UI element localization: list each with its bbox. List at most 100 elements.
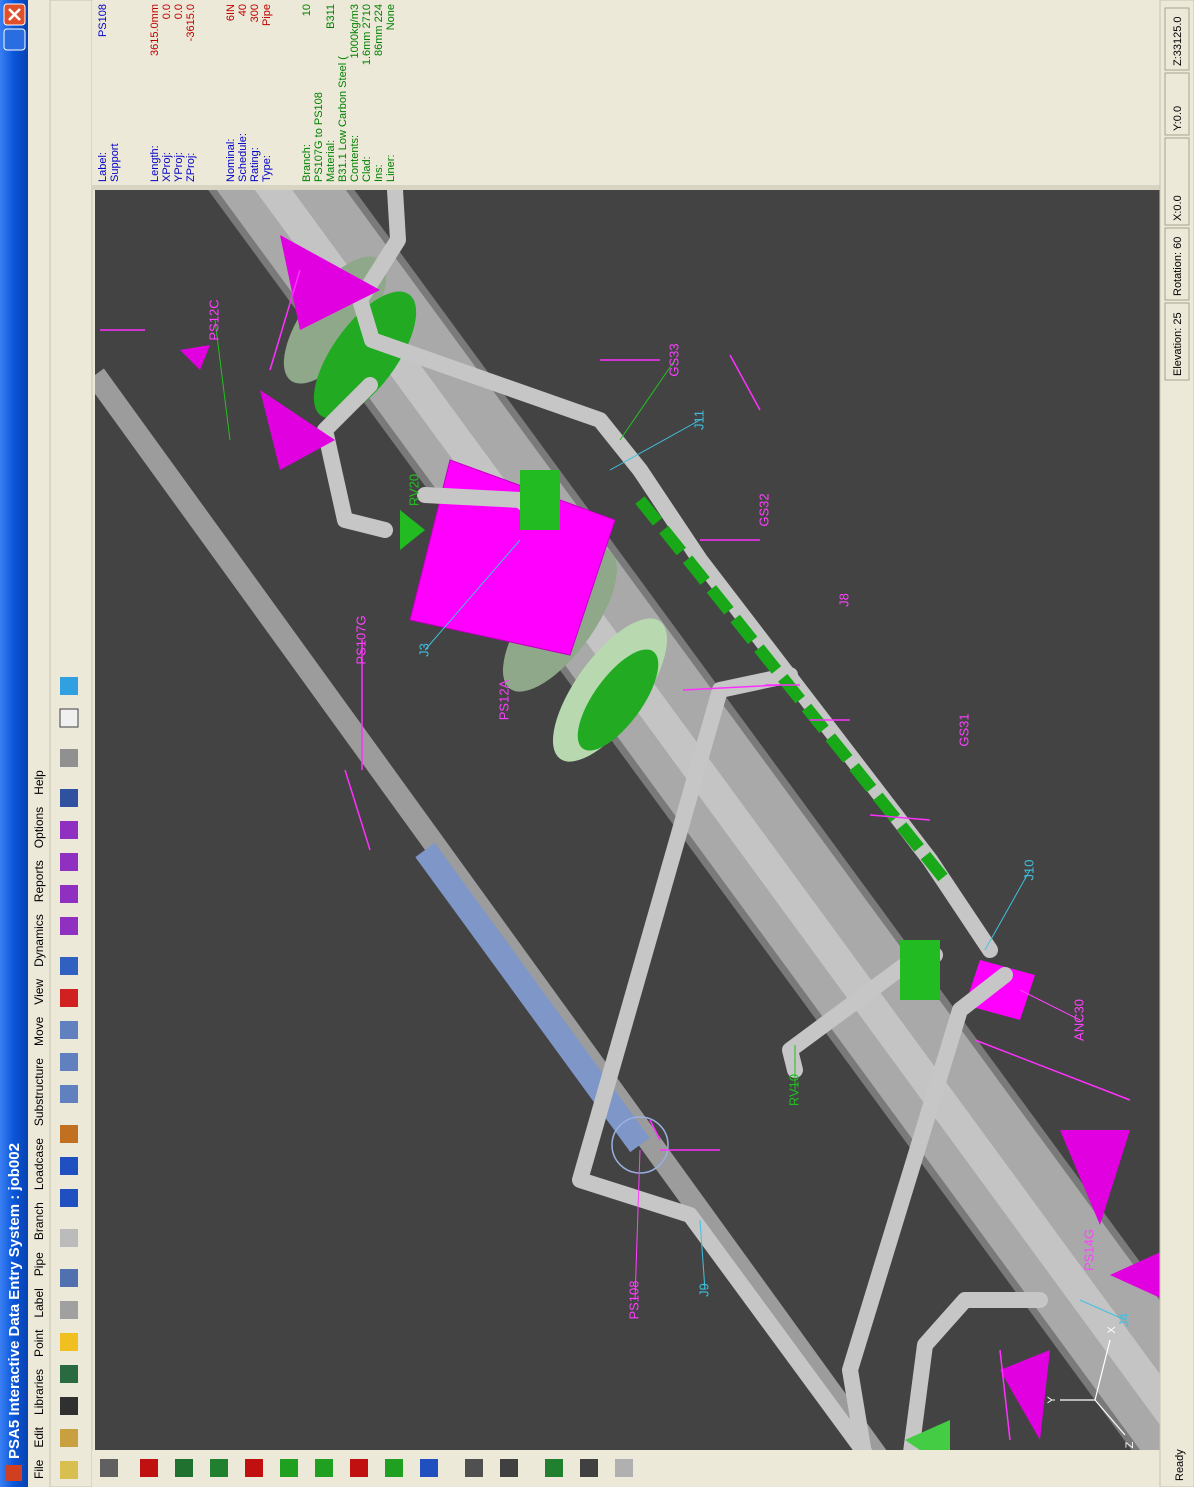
load-arrows	[100, 269, 1131, 1441]
menu-item[interactable]: Dynamics	[32, 914, 46, 967]
info-value: 3615.0mm	[149, 4, 161, 56]
window-title: PSA5 Interactive Data Entry System : job…	[6, 1143, 23, 1459]
support-cones	[180, 235, 1160, 1440]
node-label: J11	[691, 410, 706, 430]
status-field	[1164, 227, 1190, 301]
info-label: Rating:	[249, 147, 261, 182]
menu-bar	[28, 0, 50, 1487]
node-label: PS12C	[206, 299, 221, 340]
status-text: Y:0.0	[1172, 106, 1184, 131]
info-label: Schedule:	[237, 133, 249, 182]
info-value: 300	[249, 4, 261, 22]
info-label: ZProj:	[185, 153, 197, 182]
menu-item[interactable]: Help	[32, 770, 46, 795]
axis-label: Z	[1124, 1441, 1136, 1448]
info-value: 0.0	[173, 4, 185, 19]
info-value: B311	[325, 4, 337, 29]
valve	[400, 510, 425, 550]
status-text: Z:33125.0	[1172, 16, 1184, 66]
node-label: J9	[696, 1283, 711, 1297]
menu-item[interactable]: Branch	[32, 1202, 46, 1240]
node-label: RV20	[406, 474, 421, 506]
info-value: Pipe	[261, 4, 273, 26]
status-bar	[1159, 0, 1194, 1487]
menu-item[interactable]: Substructure	[32, 1058, 46, 1126]
info-label: Material:	[325, 140, 337, 182]
status-text: Rotation: 60	[1172, 237, 1184, 296]
info-label: Length:	[149, 145, 161, 182]
status-field	[1164, 302, 1190, 381]
menu-item[interactable]: File	[32, 1459, 46, 1479]
node-label: ANC30	[1071, 999, 1086, 1041]
info-value: None	[385, 4, 397, 30]
menu-item[interactable]: Options	[32, 807, 46, 848]
node-label: GS31	[956, 713, 971, 746]
anchor-plate	[965, 960, 1035, 1020]
node-label: J4	[1116, 1313, 1131, 1327]
info-value: 1.6mm 2710	[361, 4, 373, 65]
menu-item[interactable]: Move	[32, 1016, 46, 1046]
info-label: YProj:	[173, 152, 185, 182]
axis-label: Y	[1046, 1396, 1058, 1404]
info-label: B31.1 Low Carbon Steel (	[337, 56, 349, 182]
info-label: Liner:	[385, 154, 397, 182]
info-value: 86mm 224	[373, 4, 385, 56]
axis-label: X	[1106, 1326, 1118, 1334]
info-label: Ins:	[373, 164, 385, 182]
info-value: -3615.0	[185, 4, 197, 41]
info-label: Label:	[97, 152, 109, 182]
node-label: PS108	[626, 1280, 641, 1319]
node-label: J8	[836, 593, 851, 607]
close-icon	[8, 8, 21, 21]
info-label: Clad:	[361, 156, 373, 182]
menu-item[interactable]: Pipe	[32, 1252, 46, 1276]
node-label: PS107G	[353, 615, 368, 664]
info-label: PS107G to PS108	[313, 92, 325, 182]
menu-item[interactable]: Label	[32, 1288, 46, 1317]
status-ready: Ready	[1174, 1449, 1186, 1481]
info-value: 1000kg/m3	[349, 4, 361, 58]
info-value: 40	[237, 4, 249, 16]
status-field	[1164, 137, 1190, 226]
info-label: Contents:	[349, 135, 361, 182]
side-toolbar-icons[interactable]	[100, 1459, 633, 1477]
info-value: 6IN	[225, 4, 237, 21]
menu-item[interactable]: Loadcase	[32, 1138, 46, 1190]
valve	[905, 1420, 950, 1450]
status-field	[1164, 72, 1190, 136]
leader-lines	[214, 319, 1126, 1321]
node-label: GS32	[756, 493, 771, 526]
splitter[interactable]	[92, 185, 1160, 190]
status-text: X:0.0	[1172, 195, 1184, 221]
title-bar	[0, 0, 28, 1487]
info-value: PS108	[97, 4, 109, 37]
elbow	[900, 940, 940, 1000]
node-label: RV10	[786, 1074, 801, 1106]
status-text: Elevation: 25	[1172, 312, 1184, 376]
menu-item[interactable]: Point	[32, 1329, 46, 1357]
node-label: J3	[416, 643, 431, 657]
menu-item[interactable]: Libraries	[32, 1369, 46, 1415]
info-label: Type:	[261, 155, 273, 182]
restore-button[interactable]	[3, 28, 26, 51]
node-label: GS33	[666, 343, 681, 376]
toolbar-icons[interactable]	[59, 677, 79, 1479]
selection-ring	[611, 1116, 669, 1174]
node-label: PS14G	[1081, 1229, 1096, 1271]
menu-item[interactable]: Reports	[32, 860, 46, 902]
info-value: 10	[301, 4, 313, 16]
menu-item[interactable]: View	[32, 979, 46, 1005]
viewport-3d[interactable]: PS12C GS33 J11 RV20 GS32 PS107G J3 PS12A J8 GS31 J…	[95, 110, 1190, 1470]
node-label: PS12A	[496, 679, 511, 720]
status-field	[1164, 7, 1190, 71]
info-label: XProj:	[161, 152, 173, 182]
info-label: Nominal:	[225, 139, 237, 182]
info-value: 0.0	[161, 4, 173, 19]
info-label: Support	[109, 143, 121, 182]
menu-item[interactable]: Edit	[32, 1426, 46, 1447]
info-panel	[92, 0, 1160, 185]
info-label: Branch:	[301, 144, 313, 182]
